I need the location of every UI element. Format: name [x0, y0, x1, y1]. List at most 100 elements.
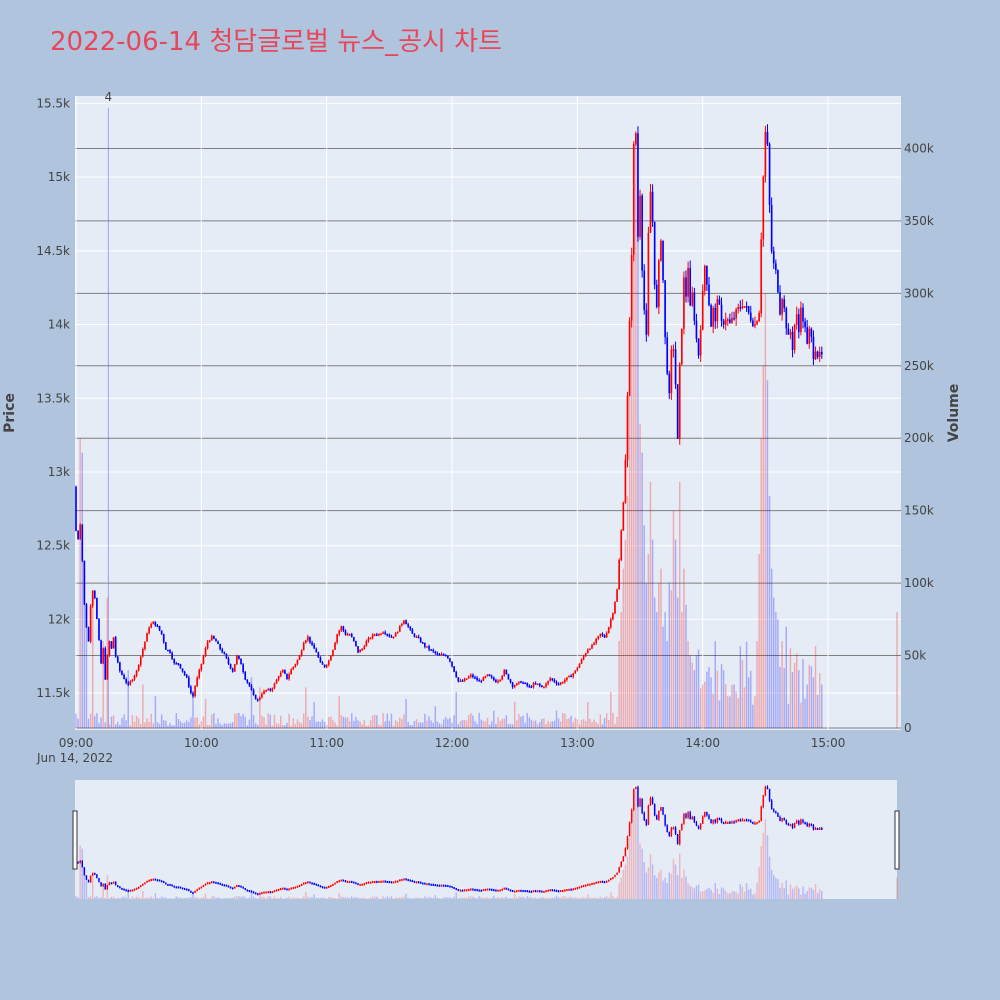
- candle-body: [691, 292, 694, 306]
- slider-volume-bar: [461, 897, 464, 899]
- slider-candle-body: [493, 889, 495, 892]
- slider-volume-bar: [779, 887, 781, 899]
- volume-bar: [307, 716, 309, 728]
- candle-body: [275, 679, 278, 684]
- slider-volume-bar: [77, 897, 79, 899]
- slider-candle-body: [633, 789, 635, 810]
- slider-volume-bar: [455, 892, 457, 899]
- slider-candle-body: [223, 884, 226, 887]
- volume-bar: [436, 721, 439, 728]
- slider-volume-bar: [127, 888, 129, 899]
- volume-bar: [355, 716, 357, 728]
- slider-volume-bar: [484, 897, 487, 899]
- volume-bar: [601, 724, 604, 728]
- candle-body: [77, 530, 79, 539]
- volume-bar: [79, 438, 81, 728]
- slider-candle-body: [217, 882, 219, 885]
- slider-volume-bar: [413, 897, 416, 899]
- candle-body: [267, 688, 270, 691]
- slider-candle-body: [146, 880, 148, 883]
- slider-volume-bar: [482, 897, 485, 899]
- volume-bar: [265, 724, 267, 728]
- volume-bar: [96, 713, 98, 728]
- volume-bar: [221, 725, 223, 728]
- slider-volume-bar: [513, 894, 516, 899]
- volume-bar: [806, 684, 808, 728]
- volume-bar: [708, 667, 710, 728]
- slider-candle-body: [637, 787, 639, 807]
- price-tick-label: 15.5k: [36, 96, 70, 110]
- slider-candle-body: [91, 872, 94, 876]
- volume-bar: [503, 718, 505, 728]
- volume-bar: [399, 717, 401, 728]
- slider-volume-bar: [154, 893, 157, 899]
- slider-volume-bar: [756, 883, 758, 899]
- volume-bar: [185, 720, 188, 728]
- candle-body: [119, 662, 121, 672]
- volume-bar: [576, 719, 579, 728]
- volume-bar: [735, 691, 737, 728]
- candle-body: [221, 649, 224, 653]
- slider-volume-bar: [647, 867, 650, 899]
- candle-body: [589, 648, 591, 651]
- slider-candle-body: [679, 830, 681, 845]
- slider-volume-bar: [614, 898, 616, 899]
- volume-bar: [589, 718, 591, 728]
- volume-bar: [445, 717, 447, 728]
- slider-candle-body: [369, 881, 372, 884]
- slider-candle-body: [614, 874, 616, 878]
- slider-candle-body: [566, 889, 568, 892]
- slider-candle-body: [693, 816, 696, 823]
- range-slider-left-handle[interactable]: [72, 810, 78, 870]
- volume-bar: [340, 714, 343, 728]
- slider-volume-bar: [597, 898, 599, 899]
- slider-volume-bar: [762, 832, 765, 899]
- volume-bar: [812, 677, 815, 728]
- slider-volume-bar: [628, 838, 631, 899]
- slider-candle-body: [472, 888, 474, 891]
- volume-bar: [442, 719, 445, 728]
- slider-candle-body: [474, 889, 476, 892]
- candle-body: [384, 632, 387, 634]
- slider-volume-bar: [238, 896, 240, 899]
- slider-volume-bar: [300, 898, 303, 899]
- slider-candle-body: [403, 878, 405, 881]
- slider-candle-body: [762, 795, 765, 807]
- candle-body: [591, 644, 593, 649]
- volume-bar: [415, 719, 418, 728]
- volume-bar: [693, 670, 696, 728]
- candle-body: [572, 673, 575, 677]
- volume-bar: [330, 716, 332, 728]
- slider-candle-body: [123, 888, 125, 891]
- slider-candle-body: [518, 889, 520, 892]
- volume-bar: [192, 691, 194, 728]
- candle-body: [290, 669, 293, 675]
- candle-body: [752, 320, 754, 326]
- slider-candle-body: [520, 889, 522, 892]
- volume-bar: [793, 662, 796, 728]
- slider-volume-bar: [87, 897, 90, 899]
- slider-volume-bar: [555, 895, 558, 899]
- volume-bar: [419, 722, 422, 728]
- slider-candle-body: [714, 819, 716, 823]
- candle-body: [327, 660, 330, 665]
- volume-bar: [388, 720, 391, 728]
- slider-volume-bar: [501, 897, 503, 899]
- slider-candle-body: [79, 860, 81, 864]
- slider-volume-bar: [181, 898, 184, 899]
- slider-volume-bar: [298, 897, 301, 899]
- slider-volume-bar: [302, 896, 305, 899]
- slider-volume-bar: [175, 896, 178, 899]
- slider-volume-bar: [332, 897, 334, 899]
- candle-body: [622, 502, 625, 531]
- candle-body: [91, 590, 94, 606]
- volume-bar: [359, 721, 361, 728]
- range-slider[interactable]: [72, 780, 900, 899]
- slider-volume-bar: [733, 891, 735, 899]
- volume-bar: [766, 380, 769, 728]
- slider-volume-bar: [787, 894, 790, 899]
- range-slider-right-handle[interactable]: [894, 810, 900, 870]
- slider-volume-bar: [252, 896, 255, 899]
- volume-bar: [169, 723, 171, 728]
- main-plot: 4 11.5k12k12.5k13k13.5k14k14.5k15k15.5k …: [2, 90, 962, 765]
